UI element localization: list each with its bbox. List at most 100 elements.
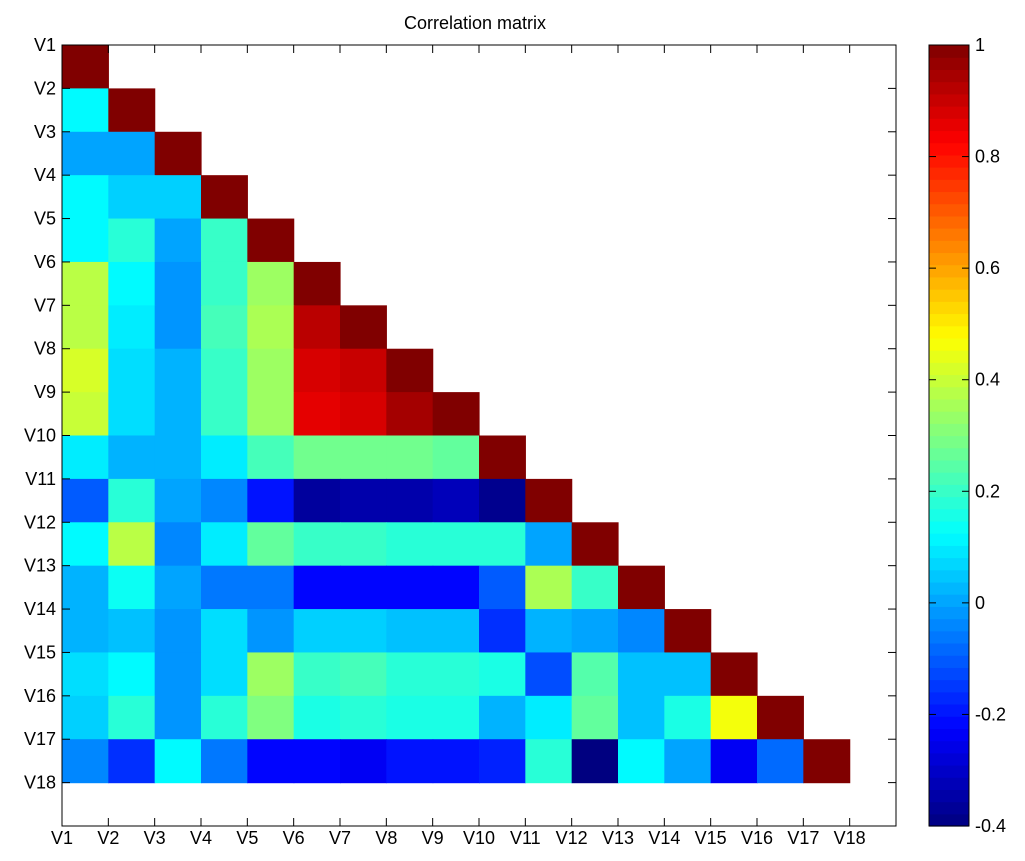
colorbar-swatch: [929, 276, 969, 290]
heatmap-cell: [154, 652, 202, 697]
heatmap-cell: [293, 565, 341, 610]
heatmap-cell: [201, 392, 248, 437]
heatmap-cell: [62, 392, 109, 437]
heatmap-cell: [62, 609, 109, 654]
colorbar-swatch: [929, 764, 969, 778]
colorbar-swatch: [929, 630, 969, 644]
heatmap-cell: [154, 175, 202, 220]
heatmap-cell: [618, 652, 665, 697]
colorbar-swatch: [929, 691, 969, 705]
heatmap-cell: [247, 739, 295, 784]
x-tick-label: V17: [787, 828, 819, 848]
heatmap-cell: [247, 305, 295, 350]
heatmap-cell: [247, 218, 295, 263]
colorbar-swatch: [929, 93, 969, 107]
colorbar-swatch: [929, 313, 969, 327]
y-tick-label: V2: [34, 78, 56, 98]
heatmap-cell: [340, 565, 387, 610]
heatmap-cell: [62, 88, 109, 133]
heatmap-cell: [108, 88, 156, 133]
heatmap-cell: [340, 305, 387, 350]
heatmap-cell: [201, 435, 248, 480]
heatmap-cell: [293, 695, 341, 740]
colorbar-swatch: [929, 740, 969, 754]
heatmap-cell: [201, 609, 248, 654]
heatmap-cell: [571, 695, 619, 740]
heatmap-cell: [108, 522, 156, 567]
colorbar-tick-label: 0.4: [975, 370, 1000, 390]
colorbar-swatch: [929, 447, 969, 461]
heatmap-cell: [201, 218, 248, 263]
heatmap-cell: [154, 565, 202, 610]
colorbar-swatch: [929, 45, 969, 58]
heatmap-cell: [293, 478, 341, 523]
heatmap-cell: [525, 609, 573, 654]
colorbar-tick-label: 0: [975, 593, 985, 613]
colorbar-swatch: [929, 520, 969, 534]
heatmap-cell: [108, 218, 156, 263]
heatmap-cell: [247, 522, 295, 567]
colorbar-swatch: [929, 337, 969, 351]
colorbar-swatch: [929, 289, 969, 302]
heatmap-cell: [201, 478, 248, 523]
heatmap-cell: [432, 739, 480, 784]
x-tick-label: V11: [510, 828, 541, 848]
heatmap-cell: [108, 565, 156, 610]
heatmap-cell: [479, 478, 526, 523]
heatmap-cell: [247, 478, 295, 523]
colorbar-swatch: [929, 203, 969, 217]
heatmap-cell: [386, 652, 434, 697]
heatmap-cell: [201, 695, 248, 740]
heatmap-cell: [340, 348, 387, 393]
heatmap-cell: [154, 261, 202, 306]
y-tick-label: V18: [24, 773, 56, 793]
heatmap-cell: [62, 218, 109, 263]
y-tick-label: V8: [34, 339, 56, 359]
heatmap-cell: [432, 565, 480, 610]
x-tick-label: V7: [329, 828, 351, 848]
x-tick-label: V12: [556, 828, 588, 848]
colorbar-swatch: [929, 557, 969, 571]
heatmap-cell: [386, 609, 434, 654]
colorbar-swatch: [929, 435, 969, 449]
heatmap-cell: [201, 652, 248, 697]
heatmap-cell: [293, 261, 341, 306]
heatmap-cell: [340, 478, 387, 523]
heatmap-cell: [479, 435, 526, 480]
x-tick-label: V14: [648, 828, 680, 848]
heatmap-cell: [293, 392, 341, 437]
heatmap-cell: [154, 695, 202, 740]
heatmap-cell: [62, 435, 109, 480]
heatmap-cell: [154, 392, 202, 437]
y-axis-tick-labels: V1 V2 V3 V4 V5 V6 V7 V8 V9 V10 V11 V12 V13 V14 V15 V16 V…: [24, 35, 56, 793]
heatmap-cell: [201, 565, 248, 610]
heatmap-cell: [293, 522, 341, 567]
heatmap-cell: [293, 435, 341, 480]
colorbar-tick-label: 0.2: [975, 481, 1000, 501]
colorbar-swatch: [929, 716, 969, 729]
heatmap-cell: [340, 695, 387, 740]
y-tick-label: V4: [34, 165, 56, 185]
heatmap-cell: [432, 478, 480, 523]
heatmap-cell: [62, 348, 109, 393]
colorbar-tick-label: -0.2: [975, 704, 1006, 724]
colorbar-swatch: [929, 545, 969, 559]
y-tick-label: V14: [24, 599, 56, 619]
heatmap-cell: [664, 695, 712, 740]
heatmap-cell: [803, 739, 851, 784]
heatmap-cell: [108, 261, 156, 306]
colorbar-swatch: [929, 191, 969, 205]
heatmap-cell: [62, 695, 109, 740]
colorbar-swatch: [929, 240, 969, 254]
heatmap-cell: [386, 739, 434, 784]
heatmap-cell: [62, 45, 109, 89]
colorbar-swatch: [929, 301, 969, 315]
heatmap-cell: [386, 392, 434, 437]
heatmap-cell: [340, 739, 387, 784]
heatmap-cell: [247, 348, 295, 393]
heatmap-cell: [108, 348, 156, 393]
y-tick-label: V7: [34, 295, 56, 315]
colorbar-swatch: [929, 496, 969, 510]
colorbar-swatch: [929, 423, 969, 437]
heatmap-cell: [108, 131, 156, 176]
